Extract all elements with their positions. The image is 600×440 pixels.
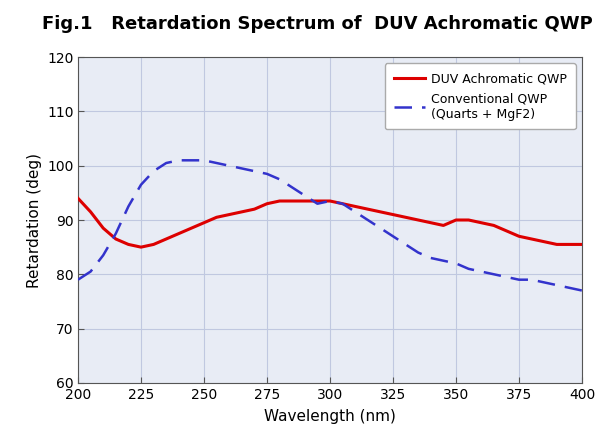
DUV Achromatic QWP [213, 215, 220, 220]
Conventional QWP
(Quarts + MgF2) [515, 277, 523, 282]
DUV Achromatic QWP [226, 212, 233, 217]
DUV Achromatic QWP [452, 217, 460, 223]
Conventional QWP
(Quarts + MgF2) [74, 277, 82, 282]
DUV Achromatic QWP [188, 225, 195, 231]
DUV Achromatic QWP [150, 242, 157, 247]
DUV Achromatic QWP [515, 234, 523, 239]
DUV Achromatic QWP [100, 225, 107, 231]
DUV Achromatic QWP [326, 198, 334, 204]
Conventional QWP
(Quarts + MgF2) [389, 234, 397, 239]
Conventional QWP
(Quarts + MgF2) [352, 209, 359, 215]
DUV Achromatic QWP [163, 236, 170, 242]
DUV Achromatic QWP [503, 228, 510, 234]
DUV Achromatic QWP [251, 206, 258, 212]
DUV Achromatic QWP [125, 242, 132, 247]
Conventional QWP
(Quarts + MgF2) [87, 269, 94, 274]
DUV Achromatic QWP [389, 212, 397, 217]
Conventional QWP
(Quarts + MgF2) [289, 185, 296, 190]
Conventional QWP
(Quarts + MgF2) [150, 169, 157, 174]
DUV Achromatic QWP [566, 242, 573, 247]
DUV Achromatic QWP [364, 206, 371, 212]
Conventional QWP
(Quarts + MgF2) [478, 269, 485, 274]
DUV Achromatic QWP [263, 201, 271, 206]
DUV Achromatic QWP [402, 215, 409, 220]
Line: DUV Achromatic QWP: DUV Achromatic QWP [78, 198, 582, 247]
DUV Achromatic QWP [175, 231, 182, 236]
DUV Achromatic QWP [415, 217, 422, 223]
DUV Achromatic QWP [137, 245, 145, 250]
Text: Fig.1   Retardation Spectrum of  DUV Achromatic QWP: Fig.1 Retardation Spectrum of DUV Achrom… [42, 15, 593, 33]
Conventional QWP
(Quarts + MgF2) [175, 158, 182, 163]
Conventional QWP
(Quarts + MgF2) [490, 271, 497, 277]
Conventional QWP
(Quarts + MgF2) [440, 258, 447, 263]
Y-axis label: Retardation (deg): Retardation (deg) [27, 153, 42, 287]
DUV Achromatic QWP [314, 198, 321, 204]
Conventional QWP
(Quarts + MgF2) [226, 163, 233, 169]
Conventional QWP
(Quarts + MgF2) [213, 160, 220, 165]
Conventional QWP
(Quarts + MgF2) [465, 266, 472, 271]
Conventional QWP
(Quarts + MgF2) [339, 201, 346, 206]
Conventional QWP
(Quarts + MgF2) [314, 201, 321, 206]
Conventional QWP
(Quarts + MgF2) [112, 231, 119, 236]
DUV Achromatic QWP [339, 201, 346, 206]
Conventional QWP
(Quarts + MgF2) [200, 158, 208, 163]
Conventional QWP
(Quarts + MgF2) [528, 277, 535, 282]
Conventional QWP
(Quarts + MgF2) [364, 217, 371, 223]
Conventional QWP
(Quarts + MgF2) [263, 171, 271, 176]
Conventional QWP
(Quarts + MgF2) [301, 193, 308, 198]
Conventional QWP
(Quarts + MgF2) [402, 242, 409, 247]
Conventional QWP
(Quarts + MgF2) [137, 182, 145, 187]
Conventional QWP
(Quarts + MgF2) [541, 280, 548, 285]
Conventional QWP
(Quarts + MgF2) [125, 204, 132, 209]
Conventional QWP
(Quarts + MgF2) [163, 160, 170, 165]
Conventional QWP
(Quarts + MgF2) [377, 225, 384, 231]
Conventional QWP
(Quarts + MgF2) [427, 255, 434, 260]
DUV Achromatic QWP [427, 220, 434, 225]
DUV Achromatic QWP [440, 223, 447, 228]
Conventional QWP
(Quarts + MgF2) [238, 166, 245, 171]
Conventional QWP
(Quarts + MgF2) [566, 285, 573, 290]
Conventional QWP
(Quarts + MgF2) [276, 176, 283, 182]
Conventional QWP
(Quarts + MgF2) [100, 253, 107, 258]
DUV Achromatic QWP [74, 196, 82, 201]
Conventional QWP
(Quarts + MgF2) [578, 288, 586, 293]
DUV Achromatic QWP [541, 239, 548, 244]
DUV Achromatic QWP [238, 209, 245, 215]
DUV Achromatic QWP [553, 242, 560, 247]
DUV Achromatic QWP [377, 209, 384, 215]
DUV Achromatic QWP [276, 198, 283, 204]
Conventional QWP
(Quarts + MgF2) [553, 282, 560, 288]
Conventional QWP
(Quarts + MgF2) [188, 158, 195, 163]
DUV Achromatic QWP [465, 217, 472, 223]
Conventional QWP
(Quarts + MgF2) [415, 250, 422, 255]
DUV Achromatic QWP [200, 220, 208, 225]
DUV Achromatic QWP [478, 220, 485, 225]
DUV Achromatic QWP [301, 198, 308, 204]
X-axis label: Wavelength (nm): Wavelength (nm) [264, 409, 396, 424]
DUV Achromatic QWP [289, 198, 296, 204]
Conventional QWP
(Quarts + MgF2) [251, 169, 258, 174]
Legend: DUV Achromatic QWP, Conventional QWP
(Quarts + MgF2): DUV Achromatic QWP, Conventional QWP (Qu… [385, 63, 576, 129]
Conventional QWP
(Quarts + MgF2) [503, 275, 510, 280]
DUV Achromatic QWP [490, 223, 497, 228]
DUV Achromatic QWP [112, 236, 119, 242]
Conventional QWP
(Quarts + MgF2) [452, 261, 460, 266]
DUV Achromatic QWP [578, 242, 586, 247]
DUV Achromatic QWP [87, 209, 94, 215]
Conventional QWP
(Quarts + MgF2) [326, 198, 334, 204]
DUV Achromatic QWP [352, 204, 359, 209]
DUV Achromatic QWP [528, 236, 535, 242]
Line: Conventional QWP
(Quarts + MgF2): Conventional QWP (Quarts + MgF2) [78, 160, 582, 290]
